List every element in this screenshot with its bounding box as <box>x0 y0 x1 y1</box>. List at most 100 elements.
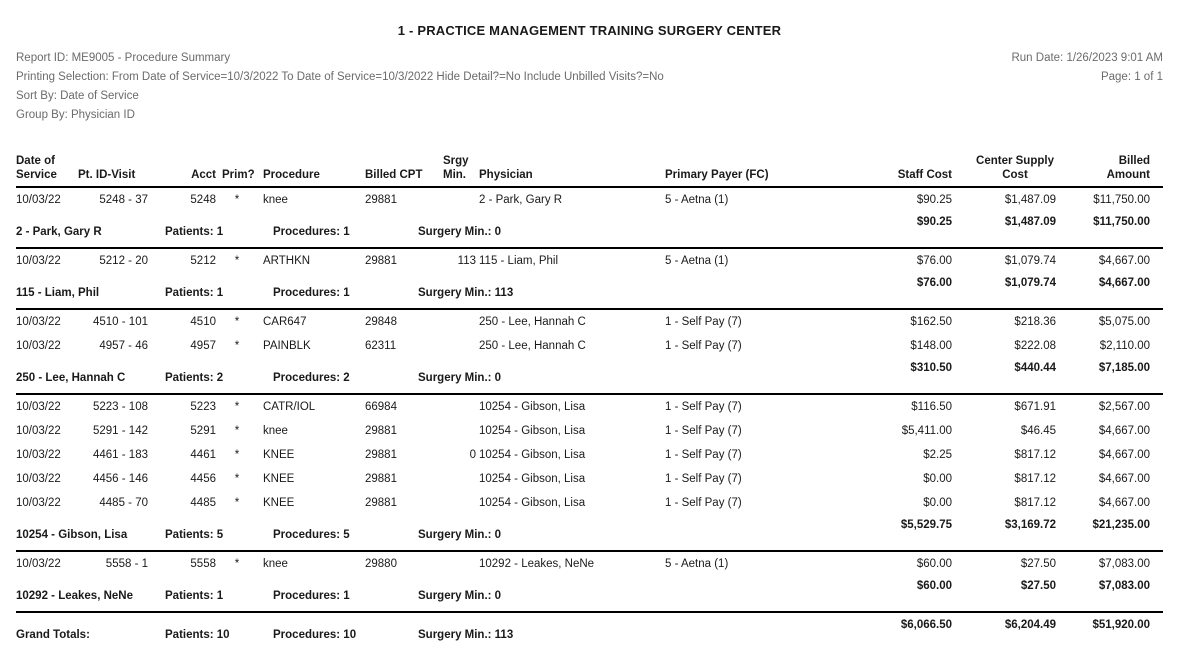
cell-prim: * <box>234 425 240 437</box>
cell-billed: $2,110.00 <box>1099 340 1150 352</box>
cell-billed: $4,667.00 <box>1098 425 1150 437</box>
cell-pt: 5248 - 37 <box>99 194 148 206</box>
cell-proc: KNEE <box>263 497 295 509</box>
cell-prim: * <box>234 401 240 413</box>
cell-proc: knee <box>263 558 288 570</box>
cell-phys: 10254 - Gibson, Lisa <box>479 497 586 509</box>
table-header: Date of Service Pt. ID-Visit Acct Prim? … <box>16 149 1163 188</box>
subtotal-labels-name: 2 - Park, Gary R <box>16 226 102 238</box>
meta-printing-selection: Printing Selection: From Date of Service… <box>16 71 664 83</box>
cell-prim: * <box>234 194 240 206</box>
cell-billed: $21,235.00 <box>1092 519 1150 531</box>
cell-date: 10/03/22 <box>16 340 61 352</box>
cell-proc: CAR647 <box>263 316 307 328</box>
grand-total-labels-patients: Patients: 10 <box>165 629 230 641</box>
cell-supply: $27.50 <box>1020 558 1056 570</box>
subtotal-labels-surgery: Surgery Min.: 113 <box>418 287 514 299</box>
cell-acct: 5212 <box>190 255 216 267</box>
grand-total-labels-surgery: Surgery Min.: 113 <box>418 629 514 641</box>
column-header-billed-cpt: Billed CPT <box>365 169 423 181</box>
column-header-center-supply-cost: Center Supply Cost <box>976 155 1054 181</box>
cell-supply: $817.12 <box>1014 449 1056 461</box>
subtotal-amounts: $90.25 $1,487.09 $11,750.00 <box>16 216 1150 228</box>
subtotal-labels-surgery: Surgery Min.: 0 <box>418 226 502 238</box>
cell-payer: 1 - Self Pay (7) <box>665 401 742 413</box>
cell-billed: $5,075.00 <box>1098 316 1150 328</box>
cell-date: 10/03/22 <box>16 255 61 267</box>
column-header-date-of-service: Date of Service <box>16 154 78 182</box>
cell-staff: $162.50 <box>910 316 952 328</box>
cell-payer: 1 - Self Pay (7) <box>665 340 742 352</box>
column-header-date-line1: Date of <box>16 155 55 167</box>
subtotal-labels-procedures: Procedures: 1 <box>273 287 350 299</box>
cell-billed: $4,667.00 <box>1098 473 1150 485</box>
cell-date: 10/03/22 <box>16 401 61 413</box>
cell-payer: 1 - Self Pay (7) <box>665 497 742 509</box>
report-meta-left: Report ID: ME9005 - Procedure Summary Pr… <box>16 49 664 125</box>
subtotal-labels: 2 - Park, Gary R Patients: 1 Procedures: 1… <box>16 226 1163 241</box>
cell-supply: $46.45 <box>1020 425 1056 437</box>
grand-totals-row: $6,066.50 $6,204.49 $51,920.00 Grand Totals… <box>16 613 1163 659</box>
cell-proc: KNEE <box>263 473 295 485</box>
grand-total-labels-procedures: Procedures: 10 <box>273 629 357 641</box>
subtotal-labels: 250 - Lee, Hannah C Patients: 2 Procedures… <box>16 372 1163 387</box>
group-subtotal: $5,529.75 $3,169.72 $21,235.00 10254 - Gibs… <box>16 515 1163 552</box>
column-header-procedure: Procedure <box>263 169 320 181</box>
cell-billed: $4,667.00 <box>1098 277 1150 289</box>
subtotal-amounts: $60.00 $27.50 $7,083.00 <box>16 580 1150 592</box>
subtotal-labels-name: 10254 - Gibson, Lisa <box>16 529 128 541</box>
cell-billed: $7,083.00 <box>1098 558 1150 570</box>
cell-date: 10/03/22 <box>16 194 61 206</box>
group-subtotal: $310.50 $440.44 $7,185.00 250 - Lee, Hannah… <box>16 358 1163 395</box>
meta-sort-by: Sort By: Date of Service <box>16 90 139 102</box>
cell-prim: * <box>234 473 240 485</box>
cell-phys: 10292 - Leakes, NeNe <box>479 558 595 570</box>
cell-cpt: 66984 <box>365 401 397 413</box>
cell-acct: 4461 <box>190 449 216 461</box>
cell-acct: 4957 <box>190 340 216 352</box>
cell-prim: * <box>234 497 240 509</box>
cell-proc: ARTHKN <box>263 255 311 267</box>
cell-date: 10/03/22 <box>16 558 61 570</box>
cell-cpt: 29881 <box>365 255 397 267</box>
cell-payer: 1 - Self Pay (7) <box>665 316 742 328</box>
cell-supply: $671.91 <box>1014 401 1056 413</box>
cell-supply: $1,079.74 <box>1004 255 1056 267</box>
cell-cpt: 29881 <box>365 497 397 509</box>
cell-pt: 4485 - 70 <box>99 497 148 509</box>
cell-staff: $76.00 <box>916 255 952 267</box>
cell-billed: $7,083.00 <box>1098 580 1150 592</box>
cell-date: 10/03/22 <box>16 316 61 328</box>
table-row: 10/03/22 5558 - 1 5558 * knee 29880 10292 - Le… <box>16 552 1150 576</box>
report-meta-right: Run Date: 1/26/2023 9:01 AM Page: 1 of 1 <box>1011 49 1163 125</box>
cell-billed: $11,750.00 <box>1093 216 1150 228</box>
cell-supply: $222.08 <box>1014 340 1056 352</box>
subtotal-labels-patients: Patients: 1 <box>165 590 224 602</box>
cell-billed: $4,667.00 <box>1098 449 1150 461</box>
cell-staff: $5,411.00 <box>901 425 952 437</box>
cell-pt: 4510 - 101 <box>93 316 148 328</box>
cell-acct: 4485 <box>190 497 216 509</box>
cell-staff: $60.00 <box>916 558 952 570</box>
cell-staff: $148.00 <box>910 340 952 352</box>
cell-proc: PAINBLK <box>263 340 311 352</box>
cell-srgy: 0 <box>469 449 476 461</box>
cell-phys: 250 - Lee, Hannah C <box>479 340 586 352</box>
cell-supply: $817.12 <box>1014 473 1056 485</box>
table-row: 10/03/22 4456 - 146 4456 * KNEE 29881 10254 - … <box>16 467 1150 491</box>
cell-staff: $310.50 <box>910 362 952 374</box>
subtotal-labels-patients: Patients: 2 <box>165 372 224 384</box>
cell-proc: CATR/IOL <box>263 401 316 413</box>
cell-acct: 4456 <box>190 473 216 485</box>
cell-pt: 4957 - 46 <box>99 340 148 352</box>
column-header-physician: Physician <box>479 169 533 181</box>
cell-phys: 115 - Liam, Phil <box>479 255 559 267</box>
table-row: 10/03/22 4461 - 183 4461 * KNEE 29881 0 10254 -… <box>16 443 1150 467</box>
cell-prim: * <box>234 316 240 328</box>
cell-acct: 5248 <box>190 194 216 206</box>
grand-total-labels-name: Grand Totals: <box>16 629 90 641</box>
cell-staff: $5,529.75 <box>900 519 952 531</box>
table-row: 10/03/22 4485 - 70 4485 * KNEE 29881 10254 - G… <box>16 491 1150 515</box>
cell-staff: $116.50 <box>911 401 952 413</box>
